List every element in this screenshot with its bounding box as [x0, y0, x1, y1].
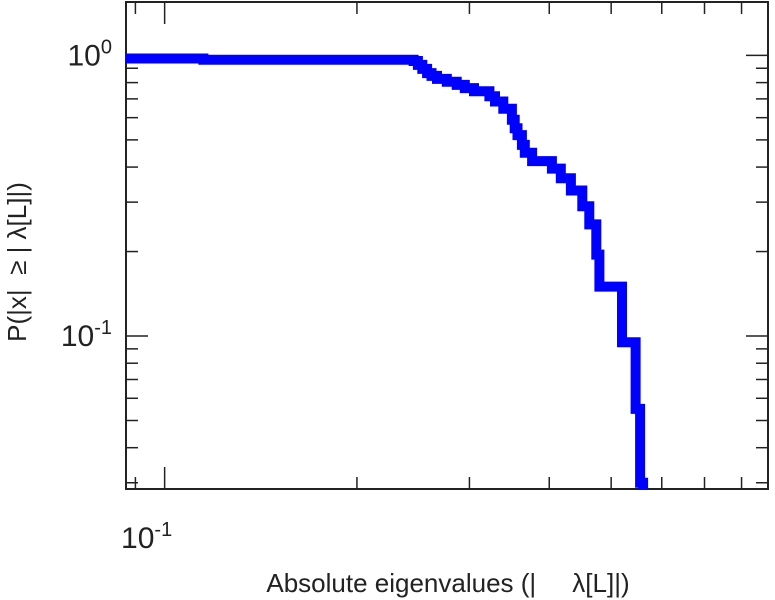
y-axis-label: P(|x| ≥ | λ[L]|) [2, 182, 32, 342]
y-tick-label: 100 [68, 36, 113, 72]
series-line-0 [126, 53, 649, 489]
x-axis-label: Absolute eigenvalues (| λ[L]|) [266, 568, 629, 598]
series-layer [126, 53, 649, 489]
plot-frame [125, 1, 769, 490]
minor-ticks [126, 2, 768, 489]
x-tick-label: 10-1 [121, 519, 172, 555]
tick-labels: 10-1 100 10-1 [61, 36, 172, 555]
y-tick-label: 10-1 [61, 317, 112, 353]
